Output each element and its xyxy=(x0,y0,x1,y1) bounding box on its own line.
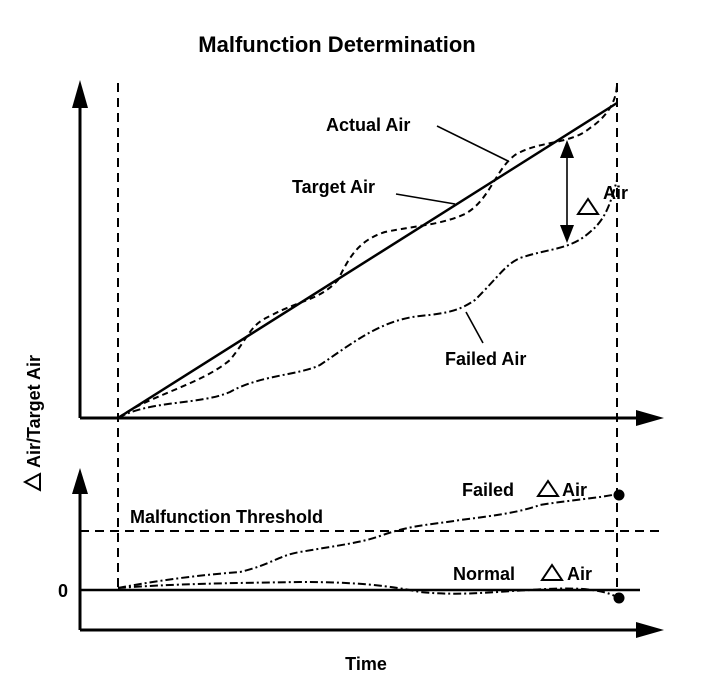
lower-y-arrow-icon xyxy=(72,468,88,494)
failed-delta-air-suffix: Air xyxy=(562,480,587,500)
failed-air-curve xyxy=(117,179,618,419)
failed-delta-air-curve xyxy=(117,493,618,589)
failed-delta-air-label: Failed xyxy=(462,480,514,500)
failed-delta-air-endpoint xyxy=(613,489,625,501)
actual-air-curve xyxy=(117,82,618,419)
actual-air-label: Actual Air xyxy=(326,115,410,135)
target-air-line xyxy=(117,101,618,420)
delta-air-arrow-down-icon xyxy=(560,225,574,243)
target-air-leader xyxy=(395,193,456,205)
delta-triangle-icon xyxy=(576,197,600,215)
malfunction-threshold-label: Malfunction Threshold xyxy=(130,507,323,527)
normal-delta-air-label: Normal xyxy=(453,564,515,584)
normal-delta-air-endpoint xyxy=(613,592,625,604)
normal-delta-air-suffix: Air xyxy=(567,564,592,584)
failed-delta-triangle-icon xyxy=(536,479,560,497)
actual-air-leader xyxy=(436,125,509,162)
normal-delta-triangle-icon xyxy=(540,563,564,581)
normal-delta-air-curve xyxy=(117,580,618,598)
upper-y-arrow-icon xyxy=(72,80,88,108)
diagram-title: Malfunction Determination xyxy=(198,32,475,57)
delta-air-arrow-up-icon xyxy=(560,140,574,158)
zero-label: 0 xyxy=(58,581,68,601)
x-axis-label: Time xyxy=(345,654,387,674)
delta-air-label: Air xyxy=(603,183,628,203)
y-axis-label: Air/Target Air xyxy=(24,355,44,468)
lower-x-arrow-icon xyxy=(636,622,664,638)
failed-air-leader xyxy=(465,311,484,344)
upper-x-arrow-icon xyxy=(636,410,664,426)
target-air-label: Target Air xyxy=(292,177,375,197)
y-axis-label-group: Air/Target Air xyxy=(22,355,44,492)
y-axis-delta-triangle-icon xyxy=(22,472,41,492)
failed-air-label: Failed Air xyxy=(445,349,526,369)
